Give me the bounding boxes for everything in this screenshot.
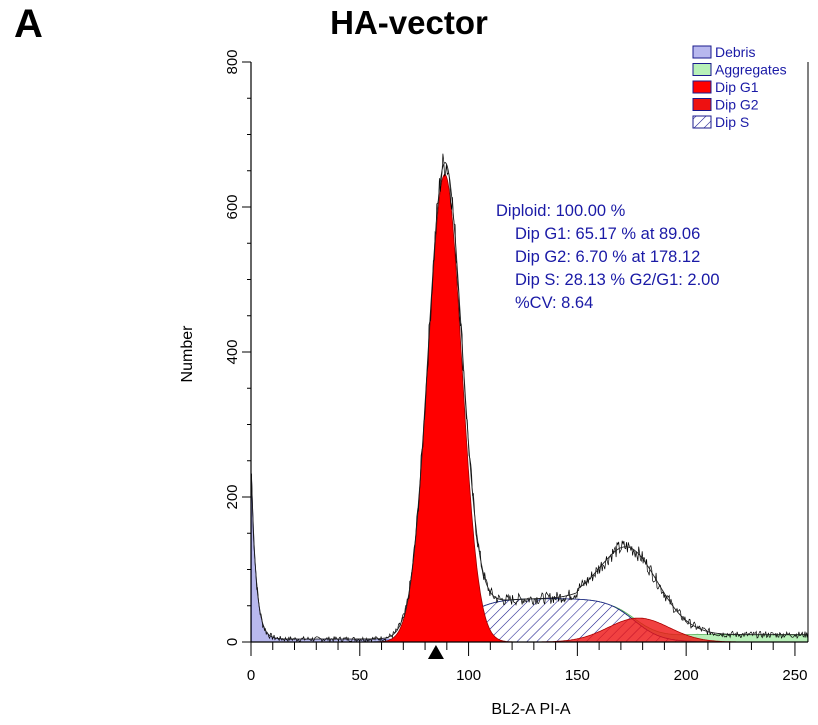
legend-swatch <box>692 63 712 76</box>
stats-box: Diploid: 100.00 % Dip G1: 65.17 % at 89.0… <box>496 202 720 312</box>
chart-title: HA-vector <box>330 4 488 41</box>
y-tick-label: 0 <box>224 638 241 646</box>
y-tick-label: 600 <box>224 194 241 219</box>
x-axis-label: BL2-A PI-A <box>491 701 570 718</box>
legend-label: Dip G2 <box>715 97 759 113</box>
legend-label: Dip G1 <box>715 79 759 95</box>
legend-swatch <box>692 80 712 94</box>
axes: 0 200 400 600 800 0 50 100 150 200 250 <box>224 49 809 684</box>
x-tick-label: 150 <box>565 667 590 684</box>
stat-line: Diploid: 100.00 % <box>496 202 626 220</box>
legend-label: Dip S <box>715 114 749 130</box>
model-fit-line <box>250 162 808 640</box>
histogram-line <box>251 153 808 643</box>
panel-letter: A <box>14 2 43 46</box>
series-dip-g1-area <box>251 173 808 643</box>
y-tick-label: 200 <box>224 484 241 509</box>
x-tick-label: 200 <box>674 667 699 684</box>
x-tick-label: 0 <box>247 667 255 684</box>
x-tick-label: 100 <box>456 667 481 684</box>
y-axis-label: Number <box>179 325 196 383</box>
stat-line: Dip G2: 6.70 % at 178.12 <box>515 248 700 266</box>
x-tick-label: 50 <box>351 667 368 684</box>
legend-label: Aggregates <box>715 62 787 78</box>
y-tick-label: 800 <box>224 49 241 74</box>
legend-swatch <box>692 45 712 59</box>
legend-swatch <box>692 115 712 129</box>
stat-line: %CV: 8.64 <box>515 294 593 312</box>
stat-line: Dip S: 28.13 % G2/G1: 2.00 <box>515 271 720 289</box>
x-tick-label: 250 <box>782 667 807 684</box>
legend-label: Debris <box>715 44 755 60</box>
legend-swatch <box>692 98 712 111</box>
y-tick-label: 400 <box>224 339 241 364</box>
gate-marker-icon <box>427 645 444 659</box>
stat-line: Dip G1: 65.17 % at 89.06 <box>515 225 700 243</box>
